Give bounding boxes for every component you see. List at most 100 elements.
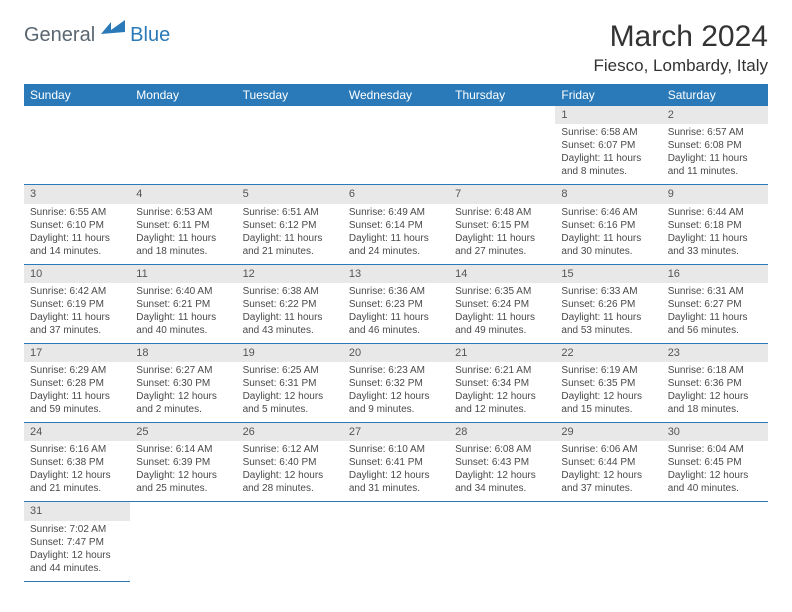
detail-row: Sunrise: 6:29 AMSunset: 6:28 PMDaylight:… [24, 362, 768, 423]
sunrise-text: Sunrise: 6:27 AM [136, 364, 230, 377]
daylight-text: Daylight: 11 hours [136, 232, 230, 245]
day-detail-cell: Sunrise: 6:48 AMSunset: 6:15 PMDaylight:… [449, 204, 555, 265]
daylight-text: Daylight: 12 hours [668, 469, 762, 482]
day-detail-cell: Sunrise: 6:55 AMSunset: 6:10 PMDaylight:… [24, 204, 130, 265]
day-number-cell: 30 [662, 423, 768, 442]
sunset-text: Sunset: 6:34 PM [455, 377, 549, 390]
sunrise-text: Sunrise: 6:08 AM [455, 443, 549, 456]
sunset-text: Sunset: 6:23 PM [349, 298, 443, 311]
day-number-cell: 21 [449, 343, 555, 362]
sunrise-text: Sunrise: 6:55 AM [30, 206, 124, 219]
day-number-cell: 20 [343, 343, 449, 362]
day-number-cell [130, 502, 236, 521]
day-detail-cell: Sunrise: 6:14 AMSunset: 6:39 PMDaylight:… [130, 441, 236, 502]
sunrise-text: Sunrise: 6:19 AM [561, 364, 655, 377]
daylight-text-2: and 25 minutes. [136, 482, 230, 495]
daylight-text-2: and 53 minutes. [561, 324, 655, 337]
sunrise-text: Sunrise: 6:16 AM [30, 443, 124, 456]
day-number-cell: 14 [449, 264, 555, 283]
day-detail-cell [449, 521, 555, 582]
daylight-text-2: and 12 minutes. [455, 403, 549, 416]
day-detail-cell: Sunrise: 6:25 AMSunset: 6:31 PMDaylight:… [237, 362, 343, 423]
day-detail-cell: Sunrise: 6:46 AMSunset: 6:16 PMDaylight:… [555, 204, 661, 265]
sunset-text: Sunset: 6:32 PM [349, 377, 443, 390]
page-title: March 2024 [594, 20, 768, 54]
day-number-cell: 9 [662, 185, 768, 204]
day-header: Thursday [449, 84, 555, 106]
day-detail-cell: Sunrise: 6:18 AMSunset: 6:36 PMDaylight:… [662, 362, 768, 423]
sunrise-text: Sunrise: 6:10 AM [349, 443, 443, 456]
daynum-row: 10111213141516 [24, 264, 768, 283]
sunrise-text: Sunrise: 6:53 AM [136, 206, 230, 219]
daylight-text: Daylight: 11 hours [243, 232, 337, 245]
day-number-cell: 2 [662, 106, 768, 124]
sunset-text: Sunset: 6:15 PM [455, 219, 549, 232]
day-number-cell: 12 [237, 264, 343, 283]
daylight-text-2: and 9 minutes. [349, 403, 443, 416]
sunset-text: Sunset: 6:38 PM [30, 456, 124, 469]
day-number-cell: 24 [24, 423, 130, 442]
daylight-text: Daylight: 11 hours [136, 311, 230, 324]
day-number-cell: 13 [343, 264, 449, 283]
day-header: Tuesday [237, 84, 343, 106]
day-header: Friday [555, 84, 661, 106]
day-detail-cell [130, 521, 236, 582]
day-detail-cell: Sunrise: 6:42 AMSunset: 6:19 PMDaylight:… [24, 283, 130, 344]
daylight-text-2: and 37 minutes. [30, 324, 124, 337]
day-number-cell: 15 [555, 264, 661, 283]
daylight-text: Daylight: 11 hours [668, 311, 762, 324]
day-number-cell: 17 [24, 343, 130, 362]
day-number-cell: 28 [449, 423, 555, 442]
day-number-cell [449, 502, 555, 521]
sunrise-text: Sunrise: 7:02 AM [30, 523, 124, 536]
daylight-text-2: and 18 minutes. [668, 403, 762, 416]
day-number-cell [130, 106, 236, 124]
daylight-text: Daylight: 11 hours [561, 232, 655, 245]
day-detail-cell [343, 521, 449, 582]
day-number-cell: 7 [449, 185, 555, 204]
sunset-text: Sunset: 6:43 PM [455, 456, 549, 469]
sunset-text: Sunset: 6:40 PM [243, 456, 337, 469]
daylight-text: Daylight: 12 hours [136, 469, 230, 482]
daylight-text-2: and 30 minutes. [561, 245, 655, 258]
day-number-cell [237, 106, 343, 124]
sunset-text: Sunset: 6:07 PM [561, 139, 655, 152]
daylight-text-2: and 40 minutes. [136, 324, 230, 337]
day-detail-cell [237, 124, 343, 185]
day-number-cell: 10 [24, 264, 130, 283]
sunset-text: Sunset: 6:31 PM [243, 377, 337, 390]
sunset-text: Sunset: 6:18 PM [668, 219, 762, 232]
daylight-text-2: and 40 minutes. [668, 482, 762, 495]
sunrise-text: Sunrise: 6:38 AM [243, 285, 337, 298]
day-number-cell: 1 [555, 106, 661, 124]
sunset-text: Sunset: 6:10 PM [30, 219, 124, 232]
daylight-text-2: and 46 minutes. [349, 324, 443, 337]
sunrise-text: Sunrise: 6:42 AM [30, 285, 124, 298]
day-detail-cell: Sunrise: 7:02 AMSunset: 7:47 PMDaylight:… [24, 521, 130, 582]
detail-row: Sunrise: 7:02 AMSunset: 7:47 PMDaylight:… [24, 521, 768, 582]
detail-row: Sunrise: 6:58 AMSunset: 6:07 PM Daylight:… [24, 124, 768, 185]
sunrise-text: Sunrise: 6:40 AM [136, 285, 230, 298]
sunset-text: Sunset: 6:26 PM [561, 298, 655, 311]
day-detail-cell: Sunrise: 6:29 AMSunset: 6:28 PMDaylight:… [24, 362, 130, 423]
sunrise-text: Sunrise: 6:44 AM [668, 206, 762, 219]
sunset-text: Sunset: 6:11 PM [136, 219, 230, 232]
daylight-text: Daylight: 12 hours [668, 390, 762, 403]
daynum-row: 31 [24, 502, 768, 521]
day-detail-cell: Sunrise: 6:58 AMSunset: 6:07 PMDaylight:… [555, 124, 661, 185]
day-detail-cell: Sunrise: 6:21 AMSunset: 6:34 PMDaylight:… [449, 362, 555, 423]
daylight-text-2: and 56 minutes. [668, 324, 762, 337]
daylight-text: Daylight: 11 hours [668, 152, 762, 165]
daylight-text: Daylight: 11 hours [349, 232, 443, 245]
daylight-text: Daylight: 12 hours [349, 469, 443, 482]
sunrise-text: Sunrise: 6:46 AM [561, 206, 655, 219]
day-detail-cell [662, 521, 768, 582]
day-number-cell [237, 502, 343, 521]
daylight-text: Daylight: 11 hours [455, 232, 549, 245]
day-detail-cell: Sunrise: 6:31 AMSunset: 6:27 PMDaylight:… [662, 283, 768, 344]
sunrise-text: Sunrise: 6:58 AM [561, 126, 655, 139]
daylight-text: Daylight: 11 hours [349, 311, 443, 324]
daylight-text-2: and 49 minutes. [455, 324, 549, 337]
day-detail-cell: Sunrise: 6:51 AMSunset: 6:12 PMDaylight:… [237, 204, 343, 265]
day-number-cell: 31 [24, 502, 130, 521]
